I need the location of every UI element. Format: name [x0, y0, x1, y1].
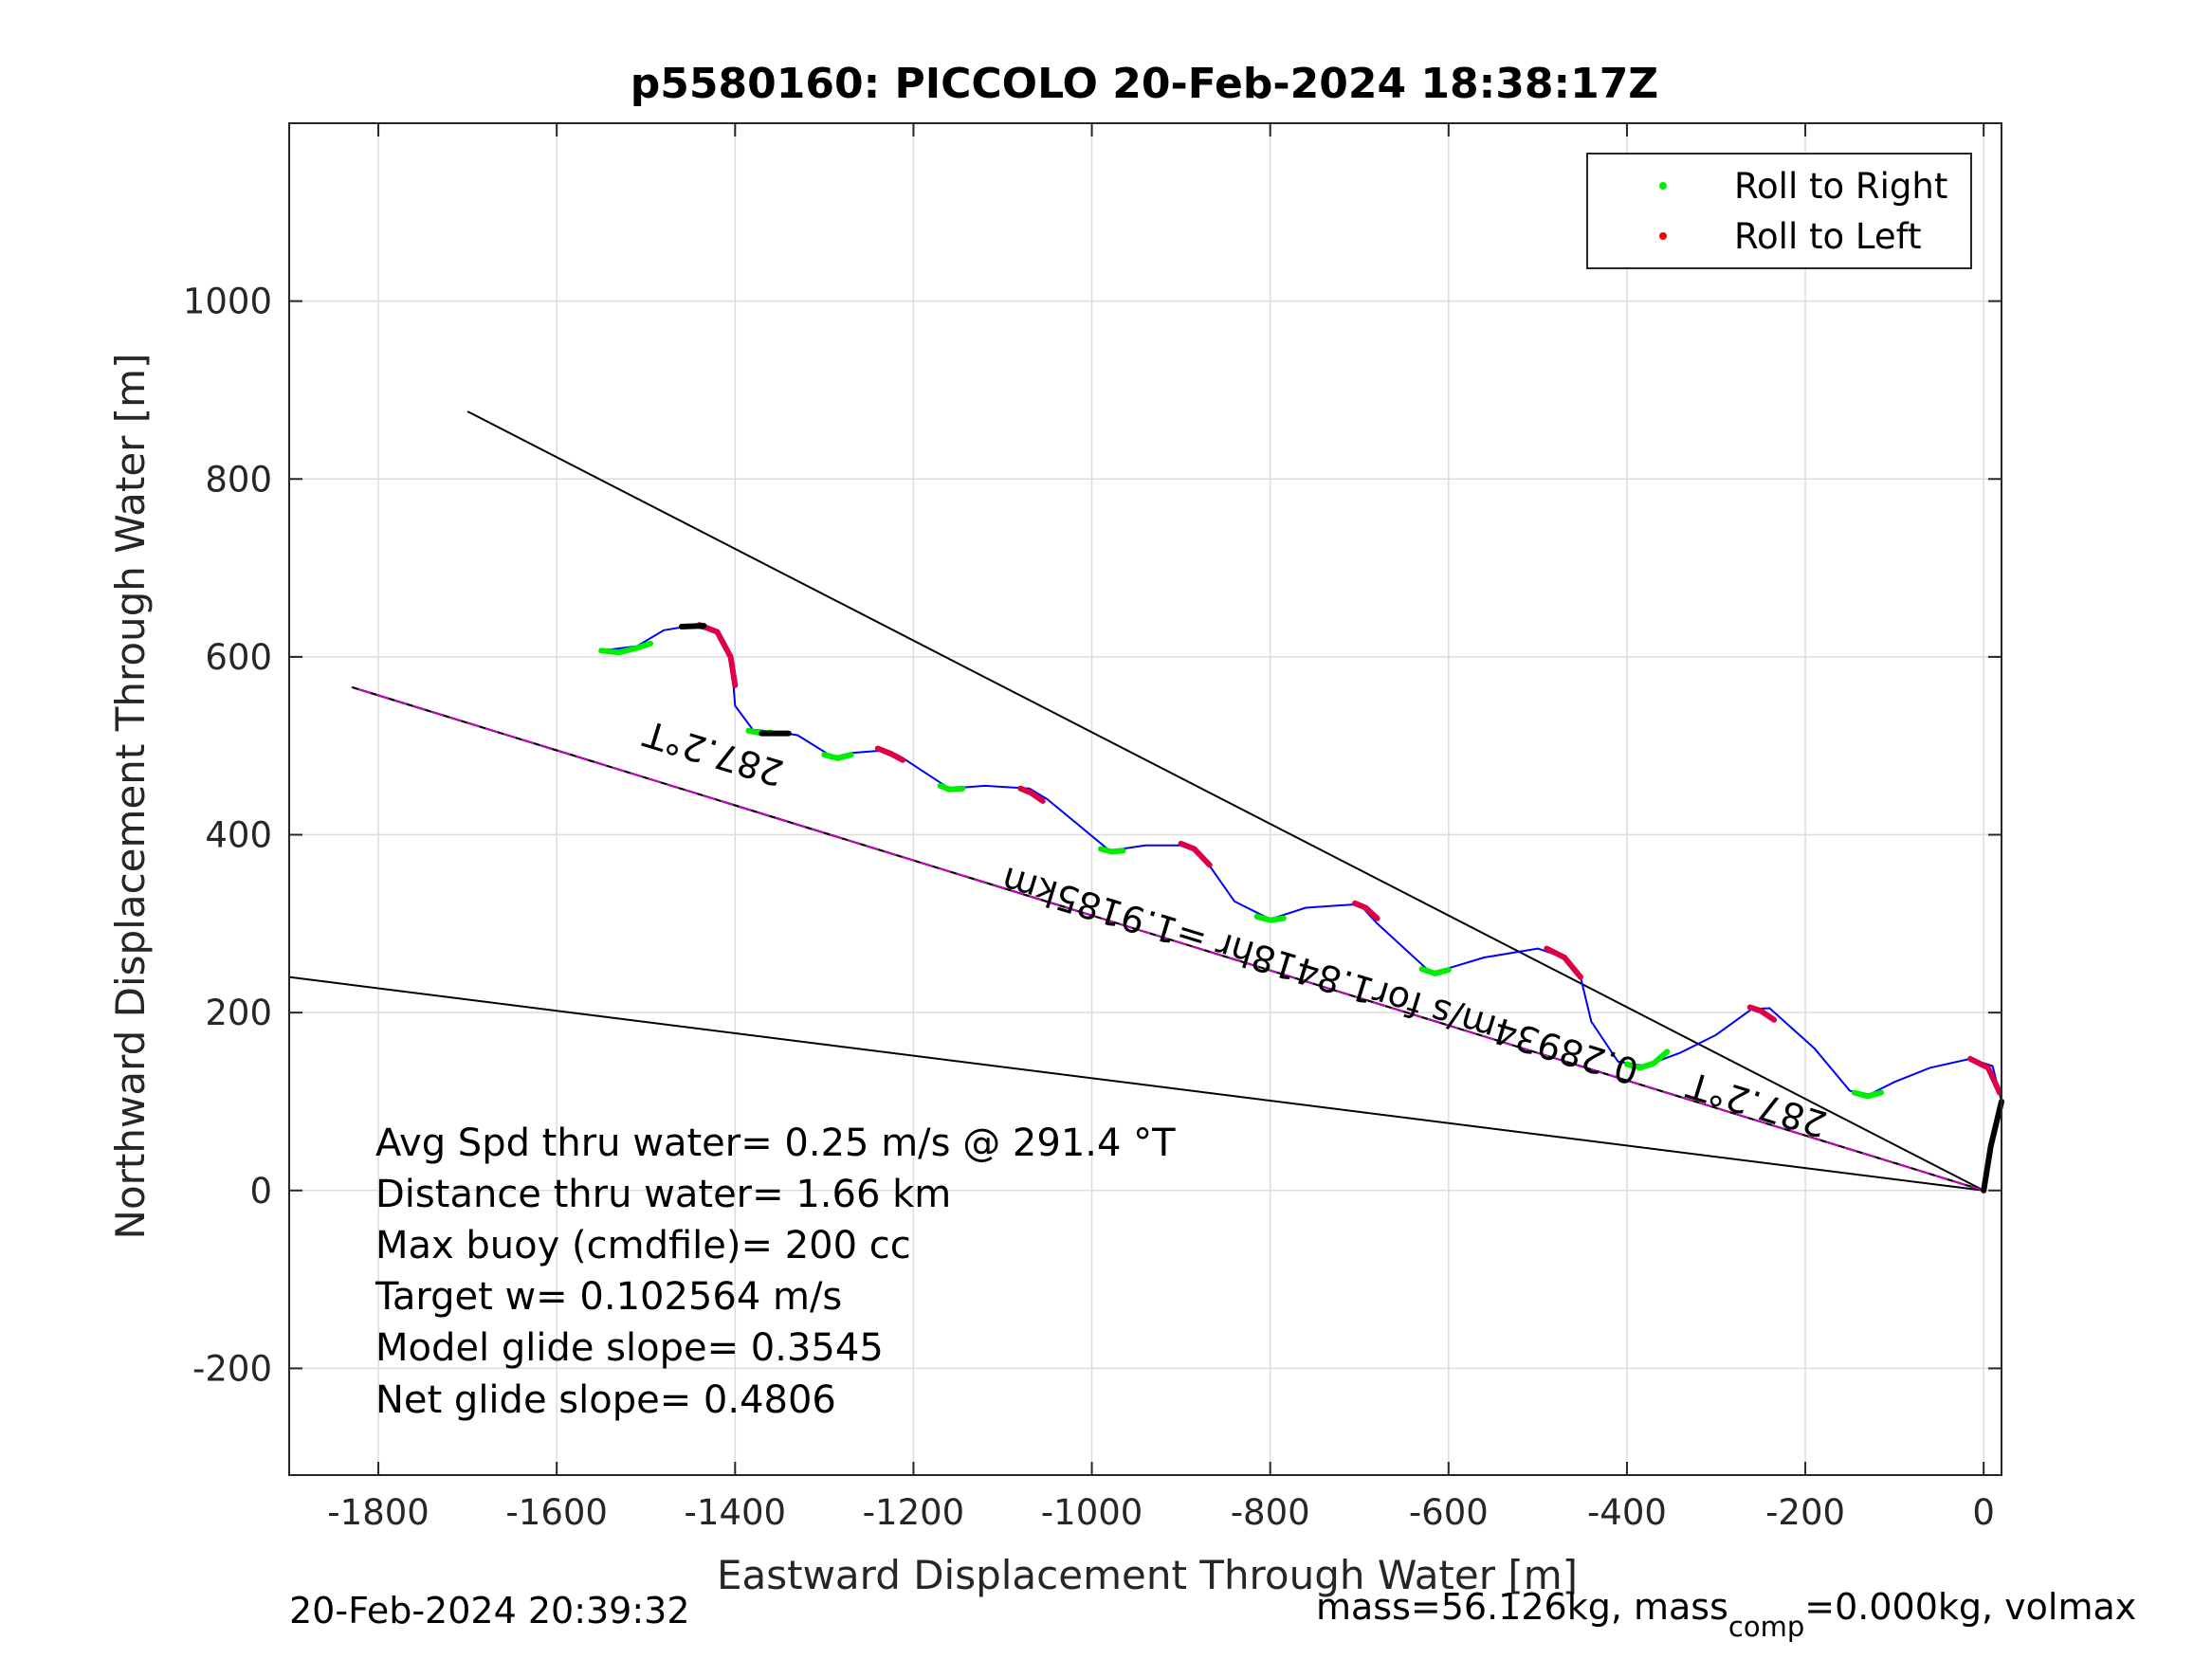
stats-panel: Avg Spd thru water= 0.25 m/s @ 291.4 °T … — [375, 1121, 1176, 1422]
stat-distance: Distance thru water= 1.66 km — [375, 1173, 951, 1216]
x-tick-label: -1000 — [1041, 1492, 1143, 1533]
x-tick-label: -1200 — [863, 1492, 965, 1533]
roll-right-segment — [1851, 1089, 1884, 1100]
legend-label-roll-left: Roll to Left — [1734, 216, 1922, 257]
roll-left-segment — [1544, 945, 1583, 980]
reference-line — [466, 410, 1984, 1192]
x-tick-label: -800 — [1231, 1492, 1310, 1533]
x-tick-label: -1600 — [505, 1492, 608, 1533]
legend-label-roll-right: Roll to Right — [1734, 166, 1947, 207]
rotated-annotation: 287.2°T — [1682, 1064, 1832, 1145]
origin-point — [1981, 1187, 1987, 1194]
footer-mass-subscript: comp — [1728, 1611, 1804, 1643]
y-axis-label: Northward Displacement Through Water [m] — [107, 354, 154, 1240]
stat-model-glide-slope: Model glide slope= 0.3545 — [375, 1326, 884, 1370]
legend-marker-roll-right — [1659, 182, 1667, 190]
footer-mass-suffix: =0.000kg, volmax — [1804, 1586, 2136, 1628]
roll-left-segment — [696, 622, 739, 688]
x-tick-label: -1400 — [685, 1492, 787, 1533]
legend-marker-roll-left — [1659, 232, 1667, 240]
stat-net-glide-slope: Net glide slope= 0.4806 — [375, 1378, 836, 1422]
legend: Roll to Right Roll to Left — [1586, 153, 1972, 269]
roll-right-segment — [1623, 1048, 1671, 1071]
stat-max-buoy: Max buoy (cmdfile)= 200 cc — [375, 1224, 911, 1267]
heading-line — [351, 685, 1984, 1192]
roll-left-segment — [1017, 785, 1046, 804]
roll-left-segment — [1967, 1055, 2003, 1096]
x-tick-label: 0 — [1972, 1492, 1995, 1533]
roll-left-segment — [874, 745, 906, 763]
plot-frame — [288, 122, 2002, 1476]
roll-left-segment — [1746, 1004, 1778, 1023]
x-tick-label: -600 — [1409, 1492, 1489, 1533]
y-tick-label: 400 — [205, 815, 272, 856]
roll-left-segment — [1352, 900, 1380, 921]
y-tick-label: -200 — [192, 1348, 272, 1389]
roll-layer — [598, 622, 2004, 1194]
roll-right-segment — [1253, 913, 1287, 923]
roll-left-segment — [1178, 840, 1213, 868]
stat-target-w: Target w= 0.102564 m/s — [375, 1275, 842, 1319]
reference-lines — [288, 410, 1984, 1192]
y-tick-label: 1000 — [183, 282, 272, 322]
legend-box — [1586, 153, 1972, 269]
chart-title: p5580160: PICCOLO 20-Feb-2024 18:38:17Z — [631, 60, 1658, 108]
roll-right-segment — [1098, 846, 1126, 855]
y-tick-label: 200 — [205, 993, 272, 1033]
x-axis-label: Eastward Displacement Through Water [m] — [717, 1552, 1578, 1598]
y-tick-label: 600 — [205, 637, 272, 678]
axes: -1800 -1600 -1400 -1200 -1000 -800 -600 -400 -20… — [183, 122, 2002, 1533]
footer-mass: mass=56.126kg, masscomp=0.000kg, volmax — [1316, 1586, 2136, 1643]
roll-right-segment — [937, 782, 966, 793]
footer-timestamp: 20-Feb-2024 20:39:32 — [289, 1590, 690, 1632]
grid — [289, 123, 2002, 1475]
x-tick-label: -1800 — [327, 1492, 430, 1533]
surface-segment — [1981, 1099, 2004, 1194]
x-tick-label: -400 — [1587, 1492, 1667, 1533]
roll-right-segment — [1418, 966, 1452, 976]
roll-right-segment — [598, 640, 653, 656]
rotated-annotation: 0.28934m/s for1.8418hr =1.9185km — [996, 859, 1643, 1093]
surface-segment — [678, 623, 707, 629]
reference-line — [288, 975, 1984, 1192]
y-tick-label: 800 — [205, 459, 272, 500]
roll-right-segment — [821, 752, 854, 761]
x-tick-label: -200 — [1765, 1492, 1845, 1533]
footer-mass-prefix: mass=56.126kg, mass — [1316, 1586, 1728, 1628]
stat-avg-speed: Avg Spd thru water= 0.25 m/s @ 291.4 °T — [375, 1121, 1176, 1165]
y-tick-label: 0 — [249, 1171, 272, 1212]
heading-line-layer — [351, 685, 1984, 1192]
